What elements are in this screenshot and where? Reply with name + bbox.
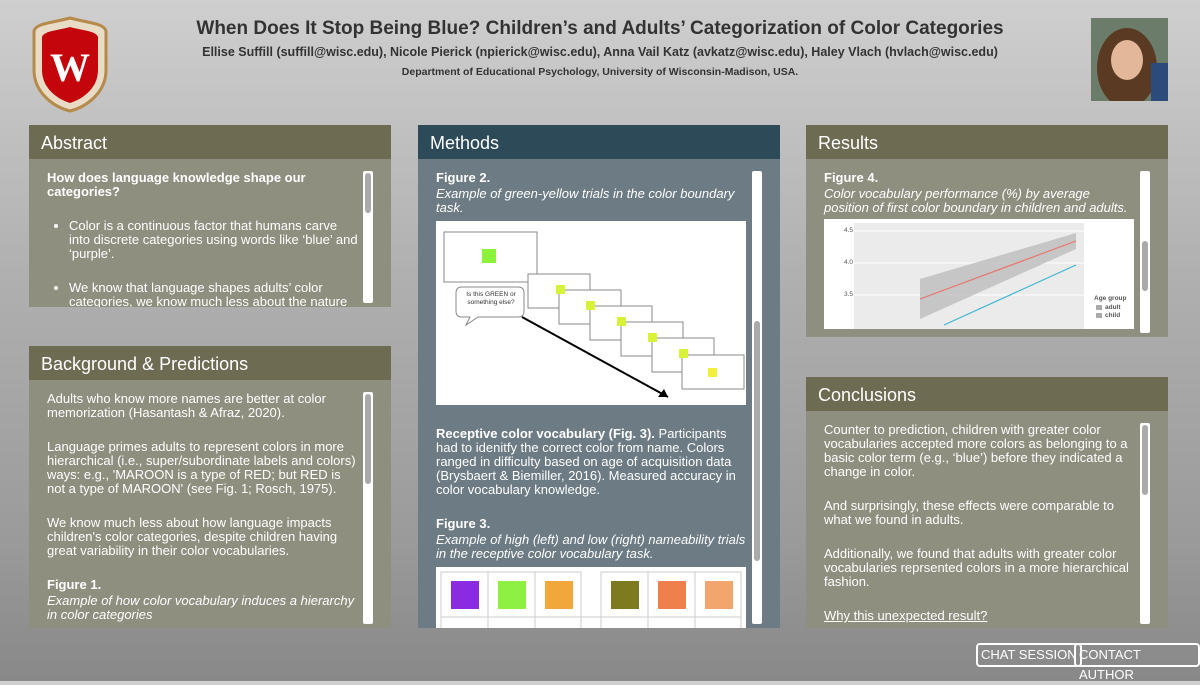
panel-title: Results <box>806 125 1168 159</box>
figure-caption: Example of green-yellow trials in the co… <box>436 186 735 215</box>
legend-item: adult <box>1105 304 1121 311</box>
figure-label: Figure 2. <box>436 170 491 185</box>
heading: How does language knowledge shape our ca… <box>47 170 306 199</box>
scrollbar[interactable] <box>363 171 373 303</box>
scrollbar[interactable] <box>1140 171 1150 333</box>
paragraph: We know much less about how language imp… <box>47 515 338 558</box>
panel-title: Conclusions <box>806 377 1168 411</box>
paragraph: Counter to prediction, children with gre… <box>824 422 1128 479</box>
paragraph: Participants had to idenitfy the correct… <box>436 426 736 497</box>
bullet: We know that language shapes adults’ col… <box>69 281 359 308</box>
legend-item: child <box>1105 312 1121 319</box>
tick-label: 4.5 <box>844 227 854 234</box>
figure-label: Figure 3. <box>436 516 491 531</box>
conclusions-panel: Conclusions Counter to prediction, child… <box>806 377 1168 628</box>
panel-body: How does language knowledge shape our ca… <box>29 159 391 307</box>
svg-text:W: W <box>50 45 90 90</box>
figure-caption: Example of high (left) and low (right) n… <box>436 532 746 561</box>
bullet: Color is a continuous factor that humans… <box>69 219 359 261</box>
university-logo: W <box>32 16 108 113</box>
poster-title: When Does It Stop Being Blue? Children’s… <box>196 18 1004 39</box>
methods-panel: Methods Figure 2. Example of green-yello… <box>418 125 780 628</box>
panel-body: Counter to prediction, children with gre… <box>806 411 1168 628</box>
figure-2-graphic <box>443 231 745 398</box>
scrollbar[interactable] <box>1140 423 1150 624</box>
tick-label: 4.0 <box>844 259 854 266</box>
scrollbar[interactable] <box>363 392 373 624</box>
scrollbar[interactable] <box>752 171 762 624</box>
panel-title: Background & Predictions <box>29 346 391 380</box>
chat-session-button[interactable]: CHAT SESSION <box>976 643 1082 667</box>
legend-title: Age group <box>1094 295 1127 302</box>
figure-label: Figure 1. <box>47 577 102 592</box>
paragraph: And surprisingly, these effects were com… <box>824 498 1114 527</box>
contact-author-button[interactable]: CONTACT AUTHOR <box>1074 643 1200 682</box>
results-panel: Results Figure 4. Color vocabulary perfo… <box>806 125 1168 337</box>
figure-4-graphic <box>854 223 1102 329</box>
background-panel: Background & Predictions Adults who know… <box>29 346 391 628</box>
panel-body: Adults who know more names are better at… <box>29 380 391 628</box>
paragraph: Language primes adults to represent colo… <box>47 439 356 496</box>
paragraph: Adults who know more names are better at… <box>47 391 326 420</box>
authors: Ellise Suffill (suffill@wisc.edu), Nicol… <box>202 45 998 59</box>
panel-body: Figure 2. Example of green-yellow trials… <box>418 159 780 628</box>
paragraph: Additionally, we found that adults with … <box>824 546 1129 589</box>
panel-title: Methods <box>418 125 780 159</box>
author-photo <box>1091 18 1168 101</box>
figure-4: 4.5 4.0 3.5 Age group adult child <box>824 219 1134 329</box>
abstract-panel: Abstract How does language knowledge sha… <box>29 125 391 307</box>
figure-caption: Color vocabulary performance (%) by aver… <box>824 186 1128 215</box>
figure-2: Is this GREEN or something else? <box>436 221 746 405</box>
figure-3 <box>436 567 746 628</box>
figure-caption: Example of how color vocabulary induces … <box>47 593 355 622</box>
affiliation: Department of Educational Psychology, Un… <box>401 66 799 78</box>
link[interactable]: Why this unexpected result? <box>824 608 988 623</box>
figure-label: Figure 4. <box>824 170 879 185</box>
panel-title: Abstract <box>29 125 391 159</box>
figure-prompt: Is this GREEN or something else? <box>466 291 516 306</box>
panel-body: Figure 4. Color vocabulary performance (… <box>806 159 1168 337</box>
tick-label: 3.5 <box>844 291 854 298</box>
paragraph-lead: Receptive color vocabulary (Fig. 3). <box>436 426 655 441</box>
